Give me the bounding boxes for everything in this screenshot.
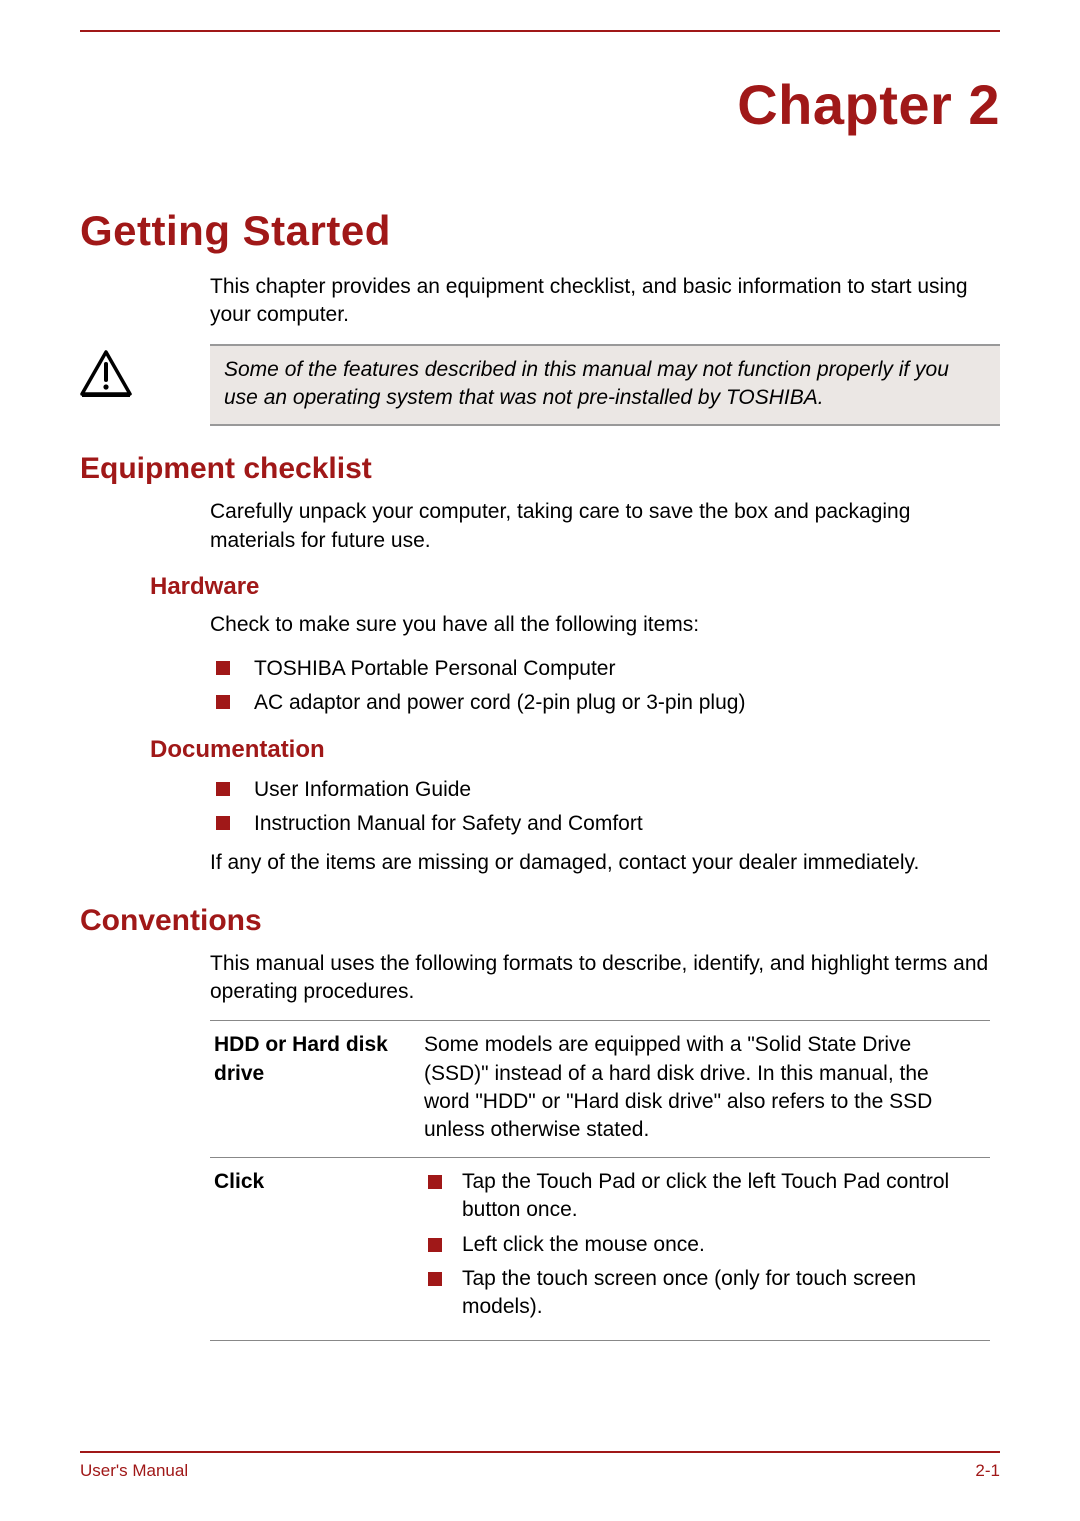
warning-note: Some of the features described in this m…: [80, 344, 1000, 427]
warning-text: Some of the features described in this m…: [210, 344, 1000, 427]
list-item: Tap the touch screen once (only for touc…: [424, 1265, 980, 1322]
table-row: ClickTap the Touch Pad or click the left…: [210, 1157, 990, 1340]
convention-desc: Some models are equipped with a "Solid S…: [420, 1021, 990, 1157]
hardware-intro: Check to make sure you have all the foll…: [210, 611, 990, 639]
list-item: Tap the Touch Pad or click the left Touc…: [424, 1168, 980, 1225]
list-item: User Information Guide: [210, 774, 1000, 806]
warning-icon: [80, 350, 132, 398]
table-row: HDD or Hard disk driveSome models are eq…: [210, 1021, 990, 1157]
conventions-heading: Conventions: [80, 904, 1000, 938]
conventions-table: HDD or Hard disk driveSome models are eq…: [210, 1020, 990, 1340]
list-item: AC adaptor and power cord (2-pin plug or…: [210, 687, 1000, 719]
documentation-list: User Information GuideInstruction Manual…: [210, 774, 1000, 839]
page-title: Getting Started: [80, 207, 1000, 255]
intro-text: This chapter provides an equipment check…: [210, 273, 990, 330]
footer-left: User's Manual: [80, 1461, 188, 1481]
convention-term: HDD or Hard disk drive: [210, 1021, 420, 1157]
conventions-intro: This manual uses the following formats t…: [210, 950, 990, 1007]
top-rule: [80, 30, 1000, 32]
page-footer: User's Manual 2-1: [80, 1451, 1000, 1481]
equipment-heading: Equipment checklist: [80, 452, 1000, 486]
convention-desc: Tap the Touch Pad or click the left Touc…: [420, 1157, 990, 1340]
hardware-list: TOSHIBA Portable Personal ComputerAC ada…: [210, 653, 1000, 718]
list-item: Left click the mouse once.: [424, 1231, 980, 1259]
footer-right: 2-1: [975, 1461, 1000, 1481]
equipment-intro: Carefully unpack your computer, taking c…: [210, 498, 990, 555]
documentation-heading: Documentation: [150, 736, 1000, 764]
chapter-label: Chapter 2: [80, 72, 1000, 137]
list-item: Instruction Manual for Safety and Comfor…: [210, 808, 1000, 840]
documentation-outro: If any of the items are missing or damag…: [210, 849, 990, 877]
convention-term: Click: [210, 1157, 420, 1340]
hardware-heading: Hardware: [150, 573, 1000, 601]
list-item: TOSHIBA Portable Personal Computer: [210, 653, 1000, 685]
convention-desc-list: Tap the Touch Pad or click the left Touc…: [424, 1168, 980, 1322]
